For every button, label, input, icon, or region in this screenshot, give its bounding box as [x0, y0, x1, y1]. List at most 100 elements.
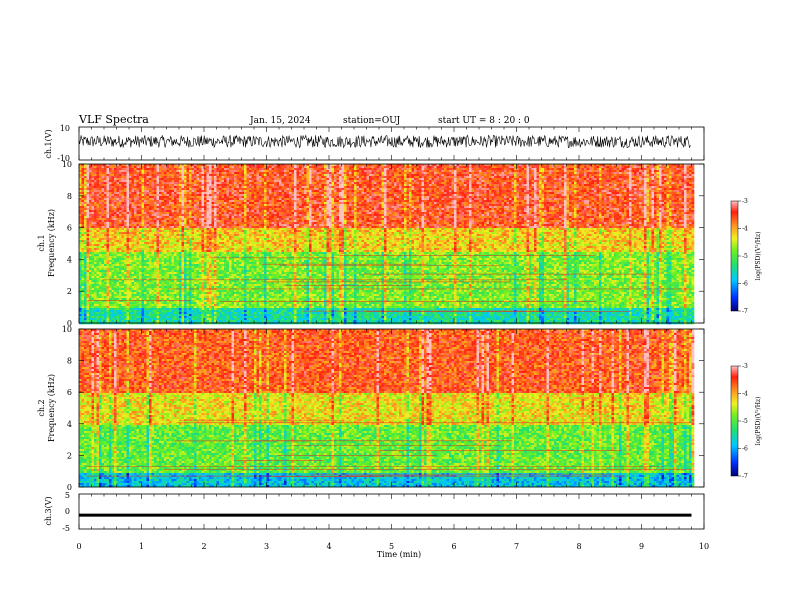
spectrogram-cell — [109, 212, 112, 214]
spectrogram-cell — [142, 208, 145, 210]
spectrogram-cell — [89, 224, 92, 226]
spectrogram-cell — [129, 190, 132, 192]
spectrogram-cell — [92, 318, 95, 320]
spectrogram-cell — [159, 320, 162, 322]
spectrogram-cell — [144, 312, 147, 314]
spectrogram-cell — [82, 186, 85, 188]
spectrogram-cell — [157, 260, 160, 262]
spectrogram-cell — [99, 282, 102, 284]
spectrogram-cell — [82, 280, 85, 282]
spectrogram-cell — [132, 244, 135, 246]
spectrogram-cell — [79, 294, 82, 296]
spectrogram-cell — [87, 316, 90, 318]
spectrogram-cell — [94, 272, 97, 274]
spectrogram-cell — [124, 320, 127, 322]
spectrogram-cell — [114, 290, 117, 292]
spectrogram-cell — [124, 308, 127, 310]
spectrogram-cell — [107, 294, 110, 296]
spectrogram-cell — [129, 316, 132, 318]
spectrogram-cell — [107, 312, 110, 314]
spectrogram-cell — [167, 210, 170, 212]
spectrogram-cell — [102, 284, 105, 286]
spectrogram-cell — [92, 264, 95, 266]
spectrogram-cell — [104, 234, 107, 236]
spectrogram-cell — [132, 222, 135, 224]
spectrogram-cell — [124, 172, 127, 174]
spectrogram-cell — [122, 312, 125, 314]
spectrogram-cell — [147, 262, 150, 264]
spectrogram-cell — [112, 254, 115, 256]
spectrogram-cell — [159, 180, 162, 182]
spectrogram-cell — [79, 280, 82, 282]
spectrogram-cell — [162, 242, 165, 244]
spectrogram-cell — [119, 256, 122, 258]
spectrogram-cell — [154, 304, 157, 306]
spectrogram-cell — [144, 256, 147, 258]
spectrogram-cell — [152, 308, 155, 310]
spectrogram-cell — [107, 266, 110, 268]
spectrogram-cell — [92, 210, 95, 212]
spectrogram-cell — [149, 256, 152, 258]
spectrogram-cell — [119, 308, 122, 310]
spectrogram-cell — [122, 170, 125, 172]
spectrogram-cell — [157, 314, 160, 316]
spectrogram-cell — [94, 182, 97, 184]
spectrogram-cell — [134, 258, 137, 260]
spectrogram-cell — [97, 294, 100, 296]
spectrogram-cell — [167, 266, 170, 268]
spectrogram-cell — [167, 230, 170, 232]
spectrogram-cell — [142, 314, 145, 316]
figure-title: VLF Spectra — [78, 113, 149, 126]
spectrogram-cell — [114, 170, 117, 172]
spectrogram-cell — [92, 170, 95, 172]
spectrogram-cell — [129, 214, 132, 216]
spectrogram-cell — [147, 254, 150, 256]
spectrogram-cell — [87, 188, 90, 190]
spectrogram-cell — [124, 244, 127, 246]
spectrogram-cell — [104, 174, 107, 176]
spectrogram-cell — [102, 252, 105, 254]
spectrogram-cell — [124, 194, 127, 196]
spectrogram-cell — [89, 208, 92, 210]
spectrogram-cell — [87, 176, 90, 178]
spectrogram-cell — [154, 268, 157, 270]
spectrogram-cell — [129, 242, 132, 244]
spectrogram-cell — [92, 234, 95, 236]
spectrogram-cell — [97, 208, 100, 210]
spectrogram-cell — [114, 172, 117, 174]
spectrogram-cell — [87, 268, 90, 270]
spectrogram-cell — [114, 280, 117, 282]
spectrogram-cell — [162, 220, 165, 222]
spectrogram-cell — [97, 310, 100, 312]
spectrogram-cell — [154, 256, 157, 258]
spectrogram-cell — [124, 284, 127, 286]
spectrogram-cell — [152, 168, 155, 170]
spectrogram-cell — [112, 196, 115, 198]
spectrogram-cell — [92, 306, 95, 308]
spectrogram-cell — [134, 170, 137, 172]
spectrogram-cell — [157, 262, 160, 264]
spectrogram-cell — [117, 178, 120, 180]
spectrogram-cell — [122, 242, 125, 244]
spectrogram-cell — [102, 294, 105, 296]
spectrogram-cell — [109, 268, 112, 270]
spectrogram-cell — [79, 256, 82, 258]
spectrogram-cell — [157, 244, 160, 246]
spectrogram-cell — [89, 298, 92, 300]
spectrogram-cell — [137, 298, 140, 300]
spectrogram-cell — [152, 190, 155, 192]
spectrogram-cell — [79, 242, 82, 244]
spectrogram-cell — [92, 222, 95, 224]
spectrogram-cell — [139, 272, 142, 274]
spectrogram-cell — [109, 290, 112, 292]
spectrogram-cell — [117, 224, 120, 226]
spectrogram-cell — [137, 306, 140, 308]
spectrogram-cell — [84, 294, 87, 296]
spectrogram-cell — [112, 272, 115, 274]
spectrogram-cell — [137, 316, 140, 318]
spectrogram-cell — [92, 226, 95, 228]
spectrogram-cell — [167, 250, 170, 252]
spectrogram-cell — [162, 234, 165, 236]
spectrogram-cell — [147, 260, 150, 262]
spectrogram-cell — [167, 240, 170, 242]
